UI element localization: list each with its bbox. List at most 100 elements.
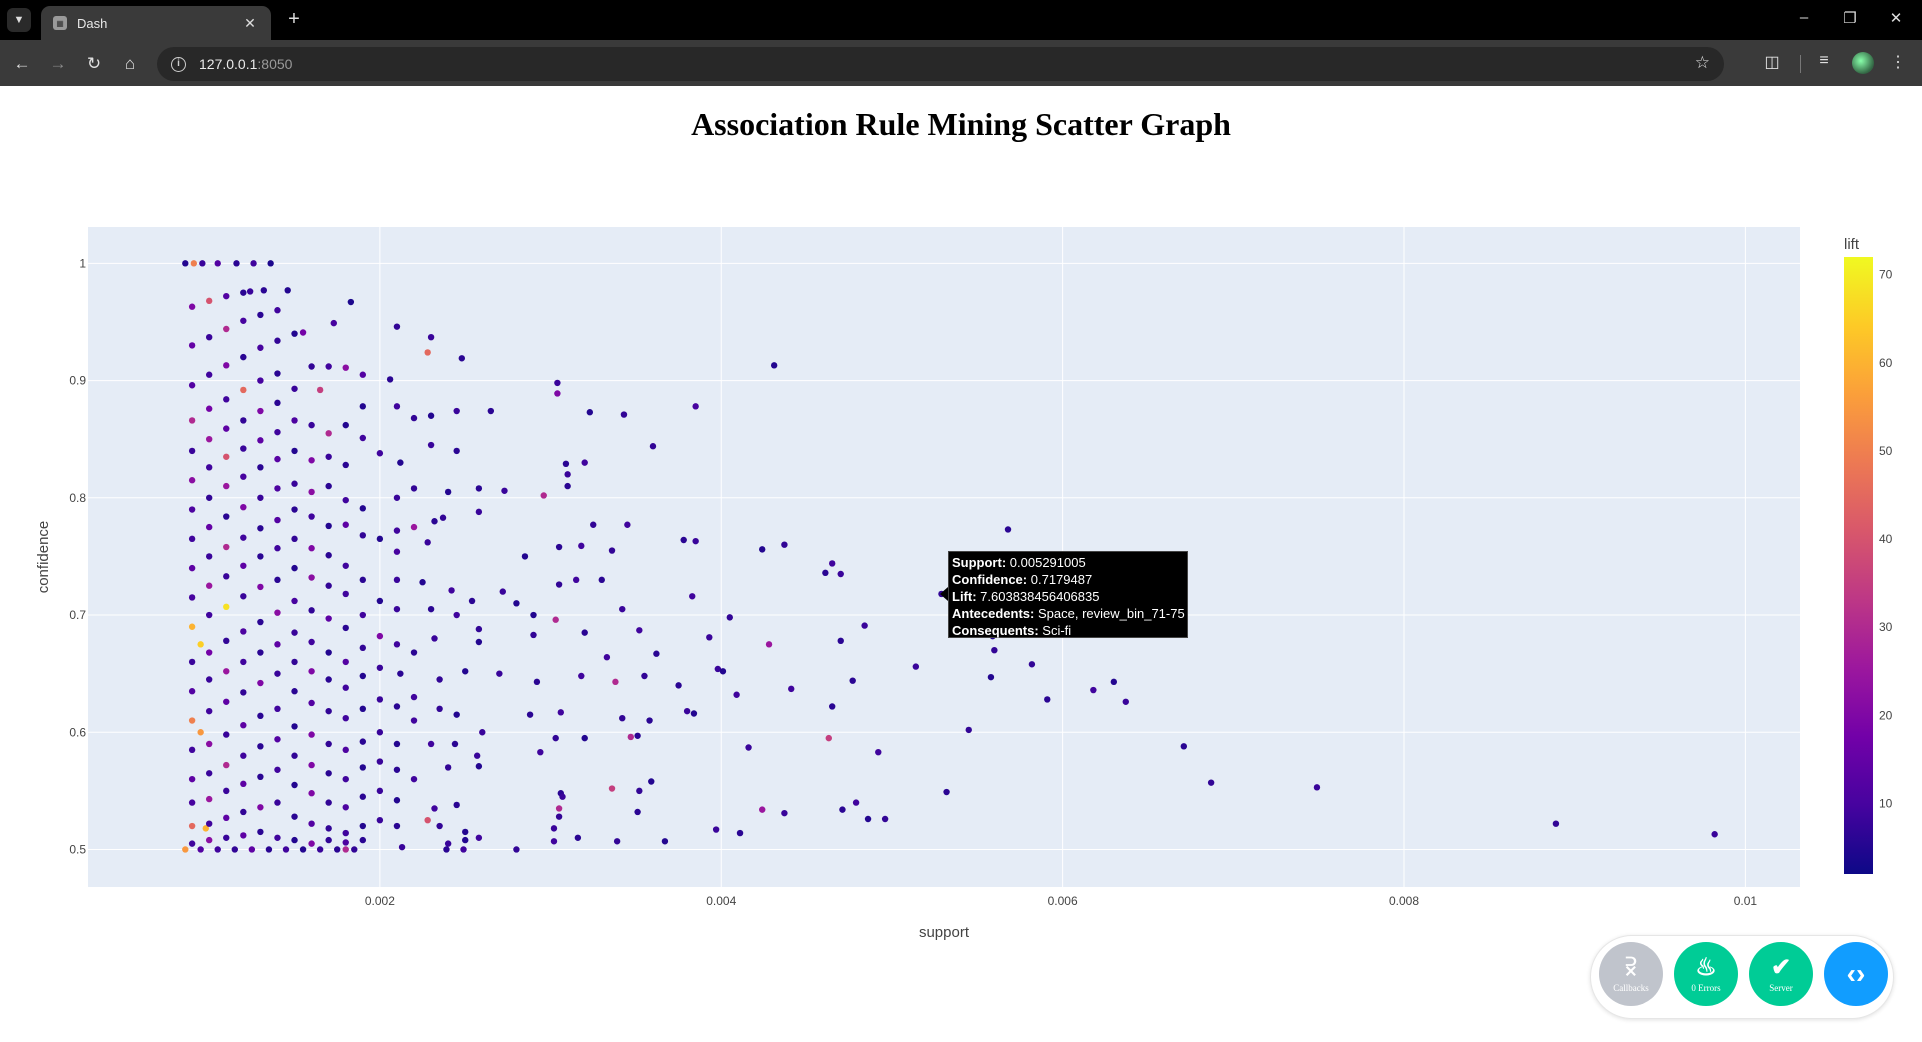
- scatter-point[interactable]: [1207, 779, 1215, 786]
- scatter-point[interactable]: [205, 676, 213, 683]
- scatter-point[interactable]: [342, 624, 349, 632]
- scatter-point[interactable]: [636, 787, 643, 795]
- scatter-point[interactable]: [712, 826, 720, 833]
- scatter-point[interactable]: [828, 560, 836, 567]
- scatter-point[interactable]: [822, 569, 829, 577]
- scatter-point[interactable]: [521, 553, 529, 560]
- scatter-point[interactable]: [436, 822, 443, 830]
- scatter-point[interactable]: [182, 846, 189, 853]
- scatter-point[interactable]: [439, 514, 447, 521]
- scatter-point[interactable]: [223, 543, 230, 551]
- scatter-point[interactable]: [726, 614, 733, 621]
- scatter-point[interactable]: [274, 705, 281, 713]
- scatter-point[interactable]: [223, 637, 230, 645]
- scatter-point[interactable]: [453, 711, 460, 718]
- scatter-point[interactable]: [223, 603, 230, 611]
- scatter-point[interactable]: [410, 775, 418, 783]
- bookmark-star-icon[interactable]: ☆: [1694, 53, 1710, 72]
- scatter-point[interactable]: [653, 650, 660, 657]
- scatter-point[interactable]: [188, 688, 196, 695]
- scatter-point[interactable]: [359, 403, 367, 410]
- profile-avatar[interactable]: [1852, 52, 1874, 74]
- scatter-point[interactable]: [223, 453, 230, 460]
- scatter-point[interactable]: [205, 333, 213, 341]
- scatter-point[interactable]: [427, 412, 435, 419]
- scatter-point[interactable]: [308, 638, 315, 646]
- scatter-point[interactable]: [325, 482, 332, 490]
- scatter-point[interactable]: [197, 641, 204, 648]
- scatter-point[interactable]: [274, 485, 281, 492]
- scatter-point[interactable]: [342, 846, 349, 853]
- scatter-point[interactable]: [636, 627, 643, 634]
- scatter-point[interactable]: [359, 793, 367, 800]
- scatter-point[interactable]: [690, 710, 698, 717]
- scatter-point[interactable]: [562, 460, 570, 468]
- scatter-point[interactable]: [223, 292, 230, 300]
- scatter-point[interactable]: [991, 646, 998, 654]
- scatter-point[interactable]: [240, 832, 247, 839]
- scatter-point[interactable]: [257, 773, 264, 781]
- scatter-point[interactable]: [759, 806, 766, 813]
- scatter-point[interactable]: [223, 482, 230, 490]
- scatter-point[interactable]: [240, 722, 247, 729]
- scatter-point[interactable]: [188, 799, 196, 806]
- scatter-point[interactable]: [308, 761, 315, 769]
- scatter-point[interactable]: [205, 795, 213, 803]
- scatter-point[interactable]: [240, 752, 247, 759]
- scatter-point[interactable]: [393, 323, 401, 330]
- reload-icon[interactable]: ↻: [86, 54, 102, 73]
- scatter-point[interactable]: [299, 329, 307, 336]
- scatter-point[interactable]: [274, 766, 281, 773]
- new-tab-plus-icon[interactable]: +: [288, 8, 300, 30]
- scatter-point[interactable]: [205, 836, 213, 844]
- scatter-point[interactable]: [240, 593, 247, 600]
- scatter-point[interactable]: [205, 770, 213, 777]
- scatter-point[interactable]: [555, 813, 563, 820]
- scatter-point[interactable]: [431, 805, 438, 812]
- scatter-point[interactable]: [347, 298, 355, 306]
- scatter-point[interactable]: [308, 668, 315, 675]
- scatter-point[interactable]: [214, 260, 221, 267]
- scatter-point[interactable]: [555, 805, 563, 812]
- scatter-point[interactable]: [444, 840, 452, 847]
- scatter-point[interactable]: [436, 705, 443, 713]
- scatter-point[interactable]: [646, 717, 653, 724]
- scatter-point[interactable]: [513, 600, 520, 607]
- scatter-point[interactable]: [427, 740, 435, 748]
- scatter-point[interactable]: [257, 712, 264, 720]
- scatter-point[interactable]: [240, 417, 247, 424]
- scatter-point[interactable]: [274, 516, 281, 524]
- scatter-point[interactable]: [765, 641, 773, 648]
- scatter-point[interactable]: [733, 691, 740, 698]
- scatter-point[interactable]: [468, 597, 476, 605]
- scatter-point[interactable]: [410, 485, 418, 492]
- scatter-point[interactable]: [837, 637, 844, 645]
- scatter-point[interactable]: [240, 503, 247, 511]
- scatter-point[interactable]: [260, 287, 268, 294]
- scatter-point[interactable]: [240, 445, 247, 452]
- scatter-point[interactable]: [359, 434, 367, 442]
- scatter-point[interactable]: [342, 496, 349, 504]
- scatter-point[interactable]: [424, 816, 431, 824]
- extensions-puzzle-icon[interactable]: ◫: [1764, 54, 1780, 71]
- scatter-point[interactable]: [274, 307, 281, 314]
- scatter-point[interactable]: [240, 353, 247, 361]
- scatter-point[interactable]: [912, 663, 920, 670]
- scatter-point[interactable]: [308, 840, 315, 847]
- scatter-point[interactable]: [359, 576, 367, 584]
- scatter-point[interactable]: [586, 409, 594, 416]
- scatter-point[interactable]: [398, 843, 406, 851]
- scatter-point[interactable]: [205, 553, 213, 560]
- scatter-point[interactable]: [692, 537, 699, 545]
- browser-tab[interactable]: ▦ Dash ✕: [41, 6, 271, 40]
- scatter-point[interactable]: [533, 678, 541, 686]
- scatter-point[interactable]: [291, 564, 298, 572]
- scatter-point[interactable]: [274, 399, 281, 407]
- code-toggle-button[interactable]: ‹›: [1824, 942, 1888, 1006]
- scatter-point[interactable]: [197, 729, 204, 736]
- scatter-point[interactable]: [598, 576, 605, 584]
- scatter-point[interactable]: [475, 485, 483, 492]
- scatter-point[interactable]: [325, 676, 332, 683]
- scatter-point[interactable]: [634, 808, 641, 816]
- scatter-point[interactable]: [342, 562, 349, 569]
